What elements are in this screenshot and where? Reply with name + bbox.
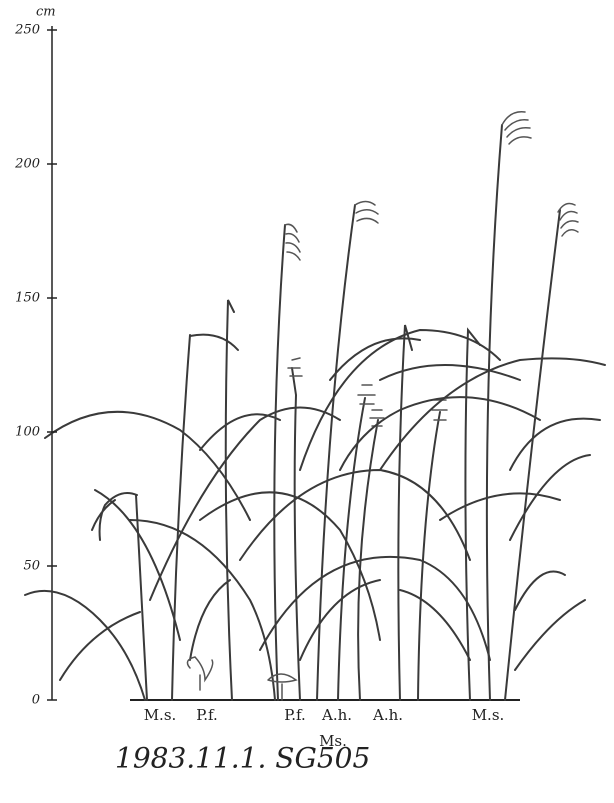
grass-drawing [24,111,606,701]
species-label: M.s. [144,706,177,724]
tick-label: 0 [32,693,40,708]
species-label: Ms. [319,732,347,750]
tick-label: 50 [23,559,40,574]
tick-label: 100 [15,425,40,440]
tick-label: 150 [15,291,40,306]
species-label: P.f. [284,706,306,724]
species-label: A.h. [372,706,403,724]
tick-label: 200 [14,157,40,172]
species-label: M.s. [472,706,505,724]
species-label: P.f. [196,706,218,724]
caption: 1983.11.1. SG505 [115,742,370,775]
axis-unit: cm [36,5,56,20]
species-label: A.h. [321,706,352,724]
tick-label: 250 [14,23,40,38]
